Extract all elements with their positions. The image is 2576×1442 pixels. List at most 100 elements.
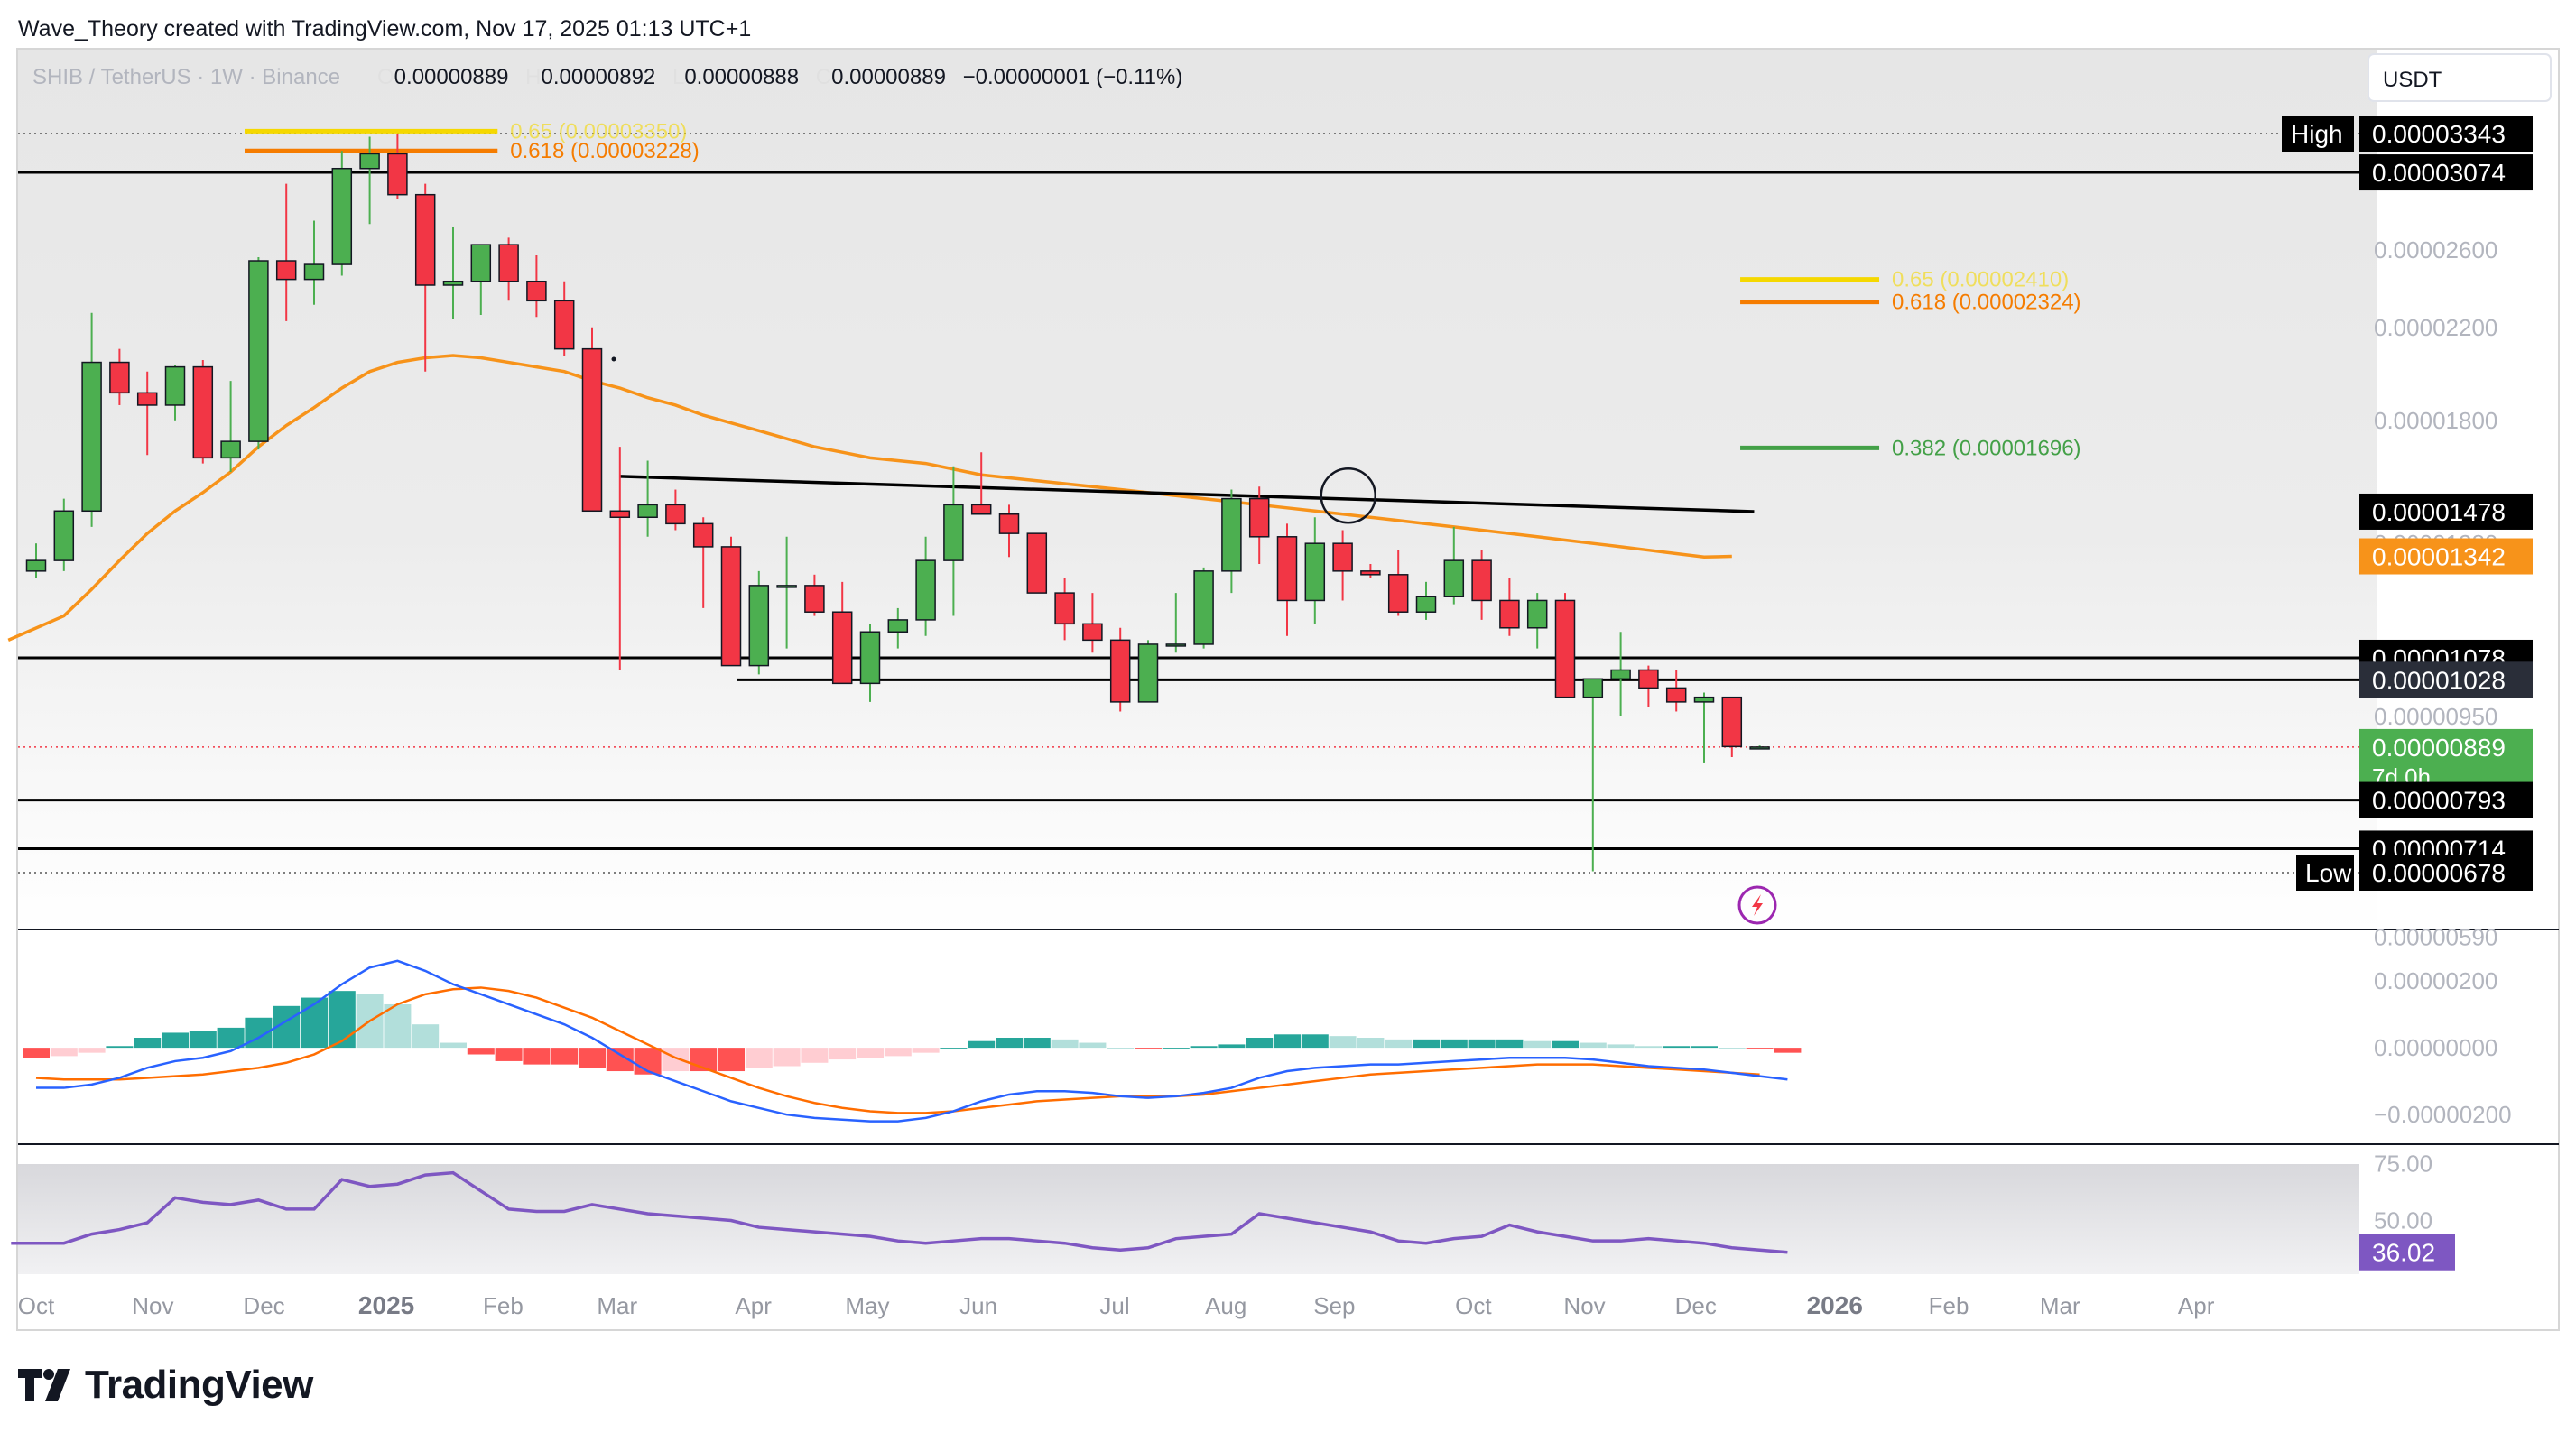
candle-body	[1749, 746, 1770, 750]
macd-histogram-bar	[162, 1032, 189, 1049]
candle-body	[359, 153, 380, 170]
time-axis-label: Aug	[1205, 1292, 1246, 1319]
macd-line	[36, 959, 1788, 1123]
candle-body	[720, 546, 742, 667]
candle-body	[331, 167, 353, 265]
price-label-box	[2359, 661, 2533, 698]
price-label-prefix-box	[2296, 855, 2354, 891]
candle-body	[109, 361, 130, 394]
macd-histogram-bar	[1774, 1048, 1802, 1053]
candle-body	[1332, 542, 1353, 572]
trendline-layer	[619, 475, 1755, 513]
fib-level-label: 0.618 (0.00002324)	[1892, 291, 2081, 315]
macd-histogram-bar	[662, 1048, 690, 1072]
macd-histogram-bar	[1301, 1034, 1329, 1049]
candle-body	[943, 504, 964, 561]
price-label-prefix: High	[2291, 120, 2343, 148]
macd-histogram-bar	[1051, 1039, 1079, 1049]
lightning-icon[interactable]	[1737, 885, 1777, 925]
time-axis-label: Jul	[1099, 1292, 1129, 1319]
time-axis-label: Jun	[959, 1292, 997, 1319]
time-axis-label: Sep	[1313, 1292, 1355, 1319]
macd-histogram-bar	[1663, 1046, 1691, 1049]
macd-histogram-bar	[745, 1048, 773, 1068]
macd-histogram-bar	[912, 1048, 940, 1053]
macd-histogram-bar	[1023, 1038, 1051, 1049]
macd-histogram-bar	[189, 1031, 217, 1049]
chart-credit: Wave_Theory created with TradingView.com…	[18, 16, 752, 42]
macd-histogram-bar	[106, 1046, 134, 1049]
macd-histogram-bar	[829, 1048, 857, 1060]
ema-layer	[7, 354, 1732, 642]
macd-axis-tick: 0.00000000	[2374, 1034, 2497, 1061]
macd-histogram-bar	[1246, 1038, 1274, 1049]
time-axis-label: 2026	[1807, 1291, 1863, 1319]
candle-body	[220, 440, 241, 459]
time-axis-label: Apr	[2178, 1292, 2215, 1319]
macd-histogram-bar	[1718, 1048, 1746, 1049]
open-value: 0.00000889	[394, 65, 509, 89]
macd-histogram-bar	[1552, 1040, 1579, 1049]
candle-body	[414, 193, 436, 286]
price-label-prefix: Low	[2305, 859, 2352, 887]
candle-body	[1638, 669, 1659, 689]
price-label-value: 0.00003343	[2372, 120, 2506, 148]
macd-histogram-bar	[1496, 1039, 1524, 1049]
macd-histogram-bar	[134, 1038, 162, 1049]
price-label-value: 0.00003074	[2372, 159, 2506, 187]
macd-histogram-bar	[940, 1048, 968, 1049]
annotation-layer	[611, 356, 1377, 524]
candle-body	[998, 513, 1020, 534]
macd-histogram-bar	[412, 1024, 440, 1049]
candle-body	[1193, 570, 1214, 645]
fib-level-label: 0.65 (0.00003350)	[510, 119, 687, 143]
candle-body	[1610, 669, 1631, 680]
tradingview-logo-text: TradingView	[85, 1363, 313, 1407]
candle-body	[692, 522, 714, 548]
price-axis-tick: 0.00001800	[2374, 407, 2497, 434]
macd-histogram-bar	[884, 1048, 912, 1057]
price-label-value: 0.00001342	[2372, 543, 2506, 571]
tradingview-logo[interactable]: TradingView	[18, 1363, 313, 1408]
macd-histogram-bar	[1607, 1044, 1635, 1049]
candle-body	[581, 347, 603, 513]
high-label: H	[525, 65, 541, 89]
macd-histogram-bar	[1329, 1036, 1357, 1049]
symbol-name[interactable]: SHIB / TetherUS · 1W · Binance	[32, 65, 340, 89]
time-axis-label: 2025	[358, 1291, 414, 1319]
price-label-box	[2359, 538, 2533, 575]
symbol-legend: SHIB / TetherUS · 1W · Binance O0.000008…	[32, 65, 1182, 89]
change-value: −0.00000001 (−0.11%)	[963, 65, 1183, 89]
close-value: 0.00000889	[831, 65, 946, 89]
candle-body	[1582, 678, 1604, 698]
currency-button[interactable]: USDT	[2368, 53, 2552, 102]
ema-line	[7, 354, 1732, 642]
candle-body	[1276, 536, 1298, 602]
candle-body	[1054, 592, 1075, 625]
candle-body	[776, 585, 797, 588]
price-label-value: 0.00001478	[2372, 498, 2506, 526]
candle-body	[81, 361, 102, 513]
rsi-current-box	[2359, 1234, 2455, 1271]
price-label-box	[2359, 781, 2533, 818]
candle-body	[442, 280, 464, 286]
macd-histogram-bar	[1274, 1034, 1301, 1049]
macd-histogram-bar	[440, 1042, 467, 1049]
candle-body	[1554, 599, 1576, 698]
candle-body	[498, 244, 519, 282]
time-axis-label: Apr	[735, 1292, 772, 1319]
macd-histogram-bar	[1162, 1048, 1190, 1049]
currency-button-label: USDT	[2383, 68, 2442, 92]
price-axis-tick: 0.00002200	[2374, 314, 2497, 341]
candle-body	[1665, 687, 1687, 703]
candle-body	[1221, 497, 1242, 572]
candle-body	[1693, 696, 1715, 703]
macd-histogram-bar	[1746, 1048, 1774, 1049]
macd-histogram-bar	[23, 1048, 50, 1058]
candle-body	[970, 504, 992, 515]
time-axis[interactable]: Oct Nov Dec 2025 Feb Mar Apr May Jun Jul Aug Sep Oct…	[18, 1291, 2215, 1319]
time-axis-label: Nov	[1563, 1292, 1605, 1319]
macd-histogram-bar	[1635, 1046, 1663, 1049]
candle-body	[1304, 542, 1326, 602]
